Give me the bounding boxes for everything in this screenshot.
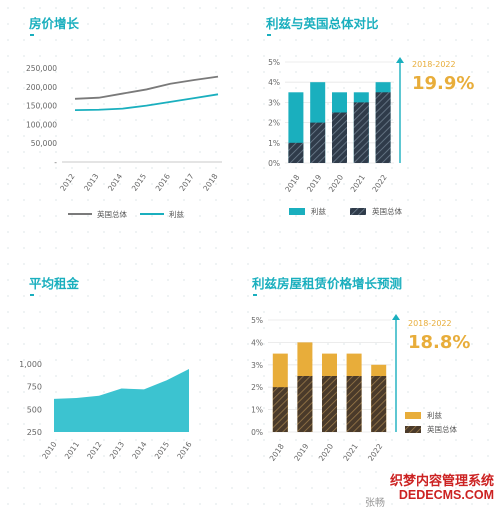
chart1-xtick: 2018 bbox=[201, 172, 219, 193]
chart3-xtick: 2011 bbox=[63, 440, 81, 461]
chart4-bar-英国总体 bbox=[371, 376, 387, 432]
chart3-xtick: 2014 bbox=[130, 440, 148, 461]
chart4-legend-label: 英国总体 bbox=[427, 424, 457, 434]
chart2-xtick: 2022 bbox=[370, 173, 388, 194]
chart4-annotation-period: 2018-2022 bbox=[408, 319, 452, 328]
chart4-legend-label: 利兹 bbox=[427, 410, 442, 420]
chart3-ytick: 250 bbox=[27, 428, 42, 437]
chart2-title: 利兹与英国总体对比 bbox=[266, 16, 379, 31]
chart4-growth-arrow-head bbox=[392, 314, 400, 320]
chart2-ytick: 4% bbox=[268, 78, 280, 87]
chart1-title: 房价增长 bbox=[29, 16, 80, 31]
chart4-ytick: 1% bbox=[251, 406, 263, 415]
chart3-xtick: 2012 bbox=[85, 440, 103, 461]
chart3-title: 平均租金 bbox=[29, 276, 80, 291]
chart1-ytick: 200,000 bbox=[26, 83, 57, 92]
chart2-bar-英国总体 bbox=[288, 142, 304, 163]
chart4-xtick: 2020 bbox=[317, 442, 335, 463]
chart1-xtick: 2012 bbox=[58, 172, 76, 193]
chart2-bar-英国总体 bbox=[353, 102, 369, 163]
watermark-text: 织梦内容管理系统 bbox=[389, 474, 494, 489]
chart2-bar-英国总体 bbox=[310, 122, 326, 163]
chart2-legend-swatch bbox=[350, 208, 366, 215]
chart2-xtick: 2019 bbox=[305, 173, 323, 194]
chart4-bar-英国总体 bbox=[297, 376, 313, 432]
chart2-annotation-value: 19.9% bbox=[412, 73, 474, 94]
chart2-annotation-period: 2018-2022 bbox=[412, 60, 456, 69]
chart2-xtick: 2020 bbox=[327, 173, 345, 194]
chart2-legend-label: 利兹 bbox=[311, 206, 326, 216]
chart3-xtick: 2013 bbox=[108, 440, 126, 461]
chart2-ytick: 2% bbox=[268, 119, 280, 128]
chart1-ytick: 50,000 bbox=[31, 139, 57, 148]
chart3-area-fill bbox=[54, 368, 189, 432]
chart4-xtick: 2019 bbox=[292, 442, 310, 463]
chart2-growth-arrow-head bbox=[396, 57, 404, 63]
chart4-bar-英国总体 bbox=[346, 376, 362, 432]
chart1-xtick: 2014 bbox=[106, 172, 124, 193]
watermark-url: DEDECMS.COM bbox=[398, 488, 494, 502]
chart3-xtick: 2015 bbox=[153, 440, 171, 461]
chart1-series-line-1 bbox=[74, 93, 219, 112]
chart4-ytick: 3% bbox=[251, 361, 263, 370]
chart4-ytick: 5% bbox=[251, 316, 263, 325]
chart4-xtick: 2022 bbox=[366, 442, 384, 463]
chart4-legend-swatch bbox=[405, 412, 421, 419]
chart1-xtick: 2013 bbox=[82, 172, 100, 193]
chart1-xtick: 2016 bbox=[154, 172, 172, 193]
chart2-legend-swatch bbox=[289, 208, 305, 215]
chart4-ytick: 2% bbox=[251, 383, 263, 392]
chart1-series-line-0 bbox=[74, 75, 219, 100]
chart2-xtick: 2018 bbox=[283, 173, 301, 194]
chart4-annotation-value: 18.8% bbox=[408, 332, 470, 353]
chart2-ytick: 5% bbox=[268, 58, 280, 67]
chart3-ytick: 500 bbox=[27, 405, 42, 414]
chart4-ytick: 0% bbox=[251, 428, 263, 437]
chart3-title-dash bbox=[30, 294, 34, 296]
chart2-title-dash bbox=[267, 34, 271, 36]
chart4-bar-英国总体 bbox=[322, 376, 337, 432]
chart4-title-dash bbox=[253, 294, 257, 296]
chart2-ytick: 3% bbox=[268, 98, 280, 107]
chart4-xtick: 2021 bbox=[341, 442, 359, 463]
chart1-ytick: 250,000 bbox=[26, 64, 57, 73]
chart1-ytick: 150,000 bbox=[26, 102, 57, 111]
chart1-xtick: 2017 bbox=[177, 172, 195, 193]
chart1-legend-label: 英国总体 bbox=[97, 209, 127, 219]
chart1-title-dash bbox=[30, 34, 34, 36]
chart1-ytick: 100,000 bbox=[26, 120, 57, 129]
chart4-xtick: 2018 bbox=[268, 442, 286, 463]
chart3-ytick: 750 bbox=[27, 383, 42, 392]
chart1-legend-label: 利兹 bbox=[169, 209, 184, 219]
chart1-ytick: - bbox=[54, 158, 57, 167]
chart2-legend-label: 英国总体 bbox=[372, 206, 402, 216]
chart4-legend-swatch bbox=[405, 426, 421, 433]
chart1-xtick: 2015 bbox=[130, 172, 148, 193]
watermark-author: 张畅 bbox=[365, 498, 385, 509]
chart2-ytick: 1% bbox=[268, 139, 280, 148]
chart4-bar-英国总体 bbox=[272, 387, 288, 432]
chart2-ytick: 0% bbox=[268, 159, 280, 168]
chart3-xtick: 2016 bbox=[175, 440, 193, 461]
chart2-bar-英国总体 bbox=[375, 92, 391, 163]
chart2-xtick: 2021 bbox=[349, 173, 367, 194]
chart3-ytick: 1,000 bbox=[19, 360, 42, 369]
chart2-bar-英国总体 bbox=[332, 112, 347, 163]
chart4-title: 利兹房屋租赁价格增长预测 bbox=[252, 276, 403, 291]
chart3-xtick: 2010 bbox=[40, 440, 58, 461]
chart4-ytick: 4% bbox=[251, 338, 263, 347]
